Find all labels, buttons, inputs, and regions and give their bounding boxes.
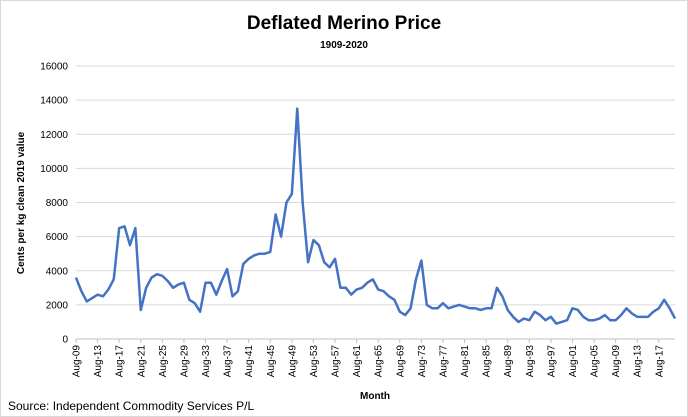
- y-tick-label: 10000: [40, 164, 68, 175]
- x-tick-label: Aug-01: [568, 345, 579, 378]
- chart-subtitle: 1909-2020: [320, 40, 368, 51]
- x-tick-label: Aug-85: [482, 345, 493, 378]
- x-tick-label: Aug-09: [611, 345, 622, 378]
- x-tick-label: Aug-13: [93, 345, 104, 378]
- x-tick-label: Aug-05: [590, 345, 601, 378]
- x-tick-label: Aug-65: [374, 345, 385, 378]
- x-tick-label: Aug-81: [460, 345, 471, 378]
- x-tick-label: Aug-61: [352, 345, 363, 378]
- y-tick-label: 2000: [46, 300, 69, 311]
- x-axis-label: Month: [360, 391, 390, 402]
- source-note: Source: Independent Commodity Services P…: [8, 399, 254, 413]
- x-tick-label: Aug-89: [503, 345, 514, 378]
- x-tick-label: Aug-29: [179, 345, 190, 378]
- y-tick-label: 8000: [46, 198, 69, 209]
- x-tick-label: Aug-21: [136, 345, 147, 378]
- y-tick-label: 16000: [40, 62, 68, 73]
- x-tick-label: Aug-97: [546, 345, 557, 378]
- data-line: [74, 107, 677, 325]
- x-tick-label: Aug-93: [525, 345, 536, 378]
- x-tick-label: Aug-77: [438, 345, 449, 378]
- x-tick-label: Aug-37: [223, 345, 234, 378]
- x-tick-label: Aug-53: [309, 345, 320, 378]
- y-tick-label: 6000: [46, 232, 69, 243]
- x-tick-label: Aug-73: [417, 345, 428, 378]
- y-axis-label: Cents per kg clean 2019 value: [16, 131, 27, 274]
- y-tick-label: 4000: [46, 266, 69, 277]
- chart-title: Deflated Merino Price: [247, 13, 441, 34]
- x-tick-label: Aug-69: [395, 345, 406, 378]
- x-tick-label: Aug-17: [115, 345, 126, 378]
- x-tick-label: Aug-41: [244, 345, 255, 378]
- x-tick-label: Aug-33: [201, 345, 212, 378]
- y-tick-label: 14000: [40, 96, 68, 107]
- x-tick-label: Aug-57: [331, 345, 342, 378]
- x-tick-label: Aug-13: [633, 345, 644, 378]
- y-tick-label: 12000: [40, 130, 68, 141]
- y-tick-label: 0: [62, 335, 68, 346]
- x-tick-label: Aug-25: [158, 345, 169, 378]
- x-tick-label: Aug-45: [266, 345, 277, 378]
- x-tick-label: Aug-49: [287, 345, 298, 378]
- x-tick-label: Aug-09: [72, 345, 83, 378]
- x-tick-label: Aug-17: [654, 345, 665, 378]
